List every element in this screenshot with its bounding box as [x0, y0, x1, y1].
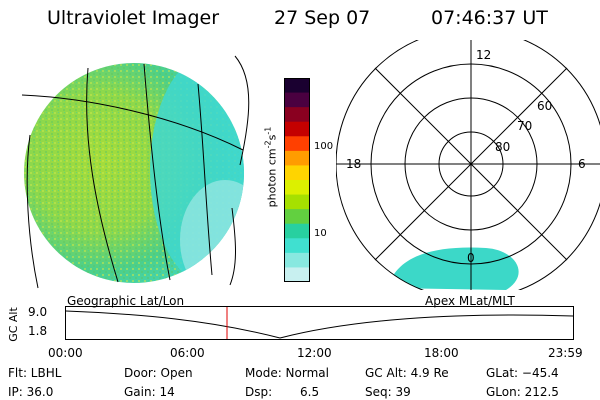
colorbar-band — [284, 223, 310, 239]
altitude-curve — [65, 310, 574, 339]
instrument-title: Ultraviolet Imager — [47, 7, 220, 29]
lat-label-70: 70 — [517, 119, 532, 133]
auroral-oval — [388, 247, 519, 290]
colorbar-tick-10: 10 — [314, 228, 327, 239]
lat-label-80: 80 — [495, 140, 510, 154]
status-mode: Mode: Normal — [245, 366, 329, 380]
geographic-grid — [21, 55, 250, 289]
status-gain: Gain: 14 — [124, 385, 175, 399]
lat-label-60: 60 — [537, 99, 552, 113]
colorbar-band — [284, 165, 310, 181]
date-label: 27 Sep 07 — [274, 7, 371, 29]
timeline-ytick-top: 9.0 — [28, 305, 48, 319]
timeline-xtick-3: 18:00 — [424, 346, 459, 360]
colorbar-band — [284, 92, 310, 108]
mlt-label-18: 18 — [346, 157, 361, 171]
timeline-ytick-bottom: 1.8 — [28, 324, 48, 338]
colorbar-unit: photon cm-2s-1 — [263, 126, 279, 208]
mlt-label-0: 0 — [467, 251, 475, 265]
status-seq: Seq: 39 — [365, 385, 411, 399]
status-gc-alt: GC Alt: 4.9 Re — [365, 366, 449, 380]
timeline-xtick-2: 12:00 — [297, 346, 332, 360]
status-dsp-label: Dsp: — [245, 385, 273, 399]
geographic-image — [21, 55, 250, 289]
colorbar-band — [284, 209, 310, 225]
colorbar-band — [284, 267, 310, 282]
timeline-right-label: Apex MLat/MLT — [425, 294, 515, 308]
colorbar-band — [284, 78, 310, 94]
status-door: Door: Open — [124, 366, 193, 380]
colorbar-band — [284, 121, 310, 137]
timeline-xtick-0: 00:00 — [48, 346, 83, 360]
status-dsp-value: 6.5 — [300, 385, 320, 399]
timeline-xtick-1: 06:00 — [170, 346, 205, 360]
color-bar — [284, 78, 310, 282]
mlt-label-12: 12 — [476, 48, 491, 62]
polar-plot: 60 70 80 12 18 6 0 — [336, 40, 600, 290]
status-filter: Flt: LBHL — [8, 366, 62, 380]
colorbar-band — [284, 180, 310, 196]
mlt-label-6: 6 — [578, 157, 586, 171]
timeline-xtick-4: 23:59 — [548, 346, 583, 360]
colorbar-band — [284, 136, 310, 152]
time-label: 07:46:37 UT — [431, 7, 548, 29]
status-ip: IP: 36.0 — [8, 385, 54, 399]
timeline-left-label: Geographic Lat/Lon — [67, 294, 185, 308]
colorbar-band — [284, 194, 310, 210]
timeline-axis-title: GC Alt — [6, 307, 20, 342]
colorbar-band — [284, 150, 310, 166]
colorbar-band — [284, 238, 310, 254]
status-glon: GLon: 212.5 — [486, 385, 559, 399]
altitude-timeline — [65, 306, 574, 340]
status-glat: GLat: −45.4 — [486, 366, 559, 380]
colorbar-band — [284, 252, 310, 268]
colorbar-band — [284, 107, 310, 123]
colorbar-tick-100: 100 — [314, 141, 334, 152]
